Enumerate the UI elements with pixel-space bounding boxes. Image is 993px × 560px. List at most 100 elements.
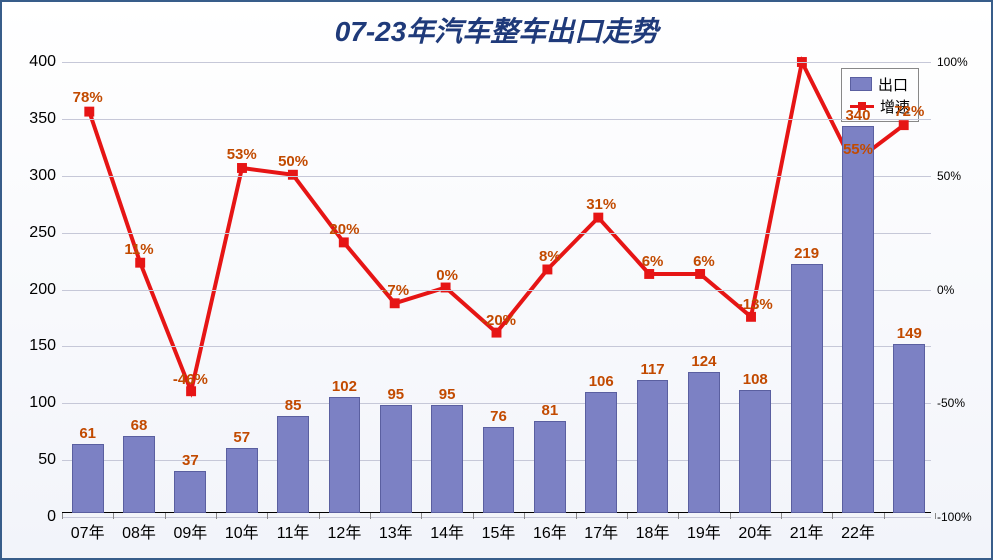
- x-axis-label: 16年: [533, 519, 567, 543]
- x-axis-label: 12年: [328, 519, 362, 543]
- bar-value-label: 61: [79, 425, 96, 442]
- bar: [72, 444, 104, 513]
- grid-line: [62, 62, 931, 63]
- line-value-label: 55%: [843, 141, 873, 158]
- bar-value-label: 95: [387, 386, 404, 403]
- line-marker: [542, 265, 552, 275]
- bar: [431, 405, 463, 513]
- bar: [329, 397, 361, 513]
- bar-value-label: 117: [640, 361, 664, 378]
- bar-value-label: 219: [794, 245, 819, 262]
- y-right-tick-label: 50%: [937, 169, 961, 183]
- x-tick: [113, 513, 114, 519]
- bar-value-label: 81: [542, 402, 559, 419]
- plot-area: 出口 增速 050100150200250300350400-100%-50%0…: [62, 62, 931, 513]
- x-tick: [473, 513, 474, 519]
- y-left-tick-label: 200: [29, 281, 56, 299]
- line-marker: [135, 258, 145, 268]
- x-tick: [730, 513, 731, 519]
- x-axis-label: 13年: [379, 519, 413, 543]
- y-left-tick-label: 250: [29, 224, 56, 242]
- x-axis-label: 18年: [636, 519, 670, 543]
- line-value-label: 8%: [539, 248, 561, 265]
- line-marker: [441, 283, 451, 293]
- line-marker: [288, 170, 298, 180]
- bar-value-label: 108: [743, 371, 768, 388]
- bar: [226, 448, 258, 513]
- line-value-label: 53%: [227, 146, 257, 163]
- line-value-label: 20%: [329, 221, 359, 238]
- x-tick: [935, 513, 936, 519]
- bar: [688, 372, 720, 513]
- y-left-tick-label: 150: [29, 337, 56, 355]
- x-axis-label: 11年: [277, 519, 310, 543]
- trend-line: [89, 62, 903, 391]
- bar: [174, 471, 206, 513]
- bar: [534, 421, 566, 513]
- line-value-label: 6%: [642, 253, 664, 270]
- line-marker: [593, 213, 603, 223]
- line-value-label: 78%: [73, 89, 103, 106]
- y-left-tick-label: 50: [38, 451, 56, 469]
- y-right-tick-label: 0%: [937, 283, 954, 297]
- x-tick: [884, 513, 885, 519]
- x-axis-label: 22年: [841, 519, 875, 543]
- bar-value-label: 68: [131, 417, 148, 434]
- grid-line: [62, 517, 931, 518]
- y-left-tick-label: 350: [29, 110, 56, 128]
- bar: [123, 436, 155, 513]
- bar: [842, 126, 874, 513]
- bar: [380, 405, 412, 513]
- line-marker: [237, 163, 247, 173]
- bar-value-label: 76: [490, 408, 507, 425]
- line-value-label: 31%: [586, 196, 616, 213]
- chart-title: 07-23年汽车整车出口走势: [2, 2, 991, 50]
- y-right-tick-label: -50%: [937, 396, 965, 410]
- line-marker: [695, 269, 705, 279]
- line-value-label: 0%: [436, 267, 458, 284]
- x-axis-label: 10年: [225, 519, 259, 543]
- x-tick: [781, 513, 782, 519]
- x-axis-label: 08年: [122, 519, 156, 543]
- line-value-label: 72%: [894, 103, 924, 120]
- y-left-tick-label: 100: [29, 394, 56, 412]
- bar: [483, 427, 515, 513]
- bar-value-label: 85: [285, 397, 302, 414]
- bar: [791, 264, 823, 513]
- x-axis-label: 19年: [687, 519, 721, 543]
- line-marker: [746, 312, 756, 322]
- bar-value-label: 340: [845, 107, 870, 124]
- bar: [637, 380, 669, 513]
- x-tick: [370, 513, 371, 519]
- y-left-tick-label: 400: [29, 53, 56, 71]
- bar-value-label: 57: [233, 429, 250, 446]
- grid-line: [62, 176, 931, 177]
- chart-container: 07-23年汽车整车出口走势 出口 增速 0501001502002503003…: [0, 0, 993, 560]
- x-axis-label: 15年: [482, 519, 516, 543]
- bar: [739, 390, 771, 513]
- x-tick: [627, 513, 628, 519]
- x-tick: [216, 513, 217, 519]
- line-value-label: -13%: [738, 296, 773, 313]
- y-left-tick-label: 300: [29, 167, 56, 185]
- x-axis-label: 21年: [790, 519, 824, 543]
- x-axis-label: 09年: [173, 519, 207, 543]
- grid-line: [62, 119, 931, 120]
- line-marker: [390, 298, 400, 308]
- line-value-label: 6%: [693, 253, 715, 270]
- x-tick: [678, 513, 679, 519]
- grid-line: [62, 233, 931, 234]
- bar-value-label: 124: [691, 353, 716, 370]
- line-marker: [899, 120, 909, 130]
- x-tick: [319, 513, 320, 519]
- y-left-tick-label: 0: [47, 508, 56, 526]
- x-axis-label: 17年: [584, 519, 618, 543]
- x-tick: [576, 513, 577, 519]
- bar-value-label: 102: [332, 378, 357, 395]
- y-right-tick-label: 100%: [937, 55, 968, 69]
- x-axis-label: 14年: [430, 519, 464, 543]
- bar: [277, 416, 309, 513]
- bar-value-label: 106: [589, 373, 614, 390]
- bar: [585, 392, 617, 513]
- line-marker: [339, 237, 349, 247]
